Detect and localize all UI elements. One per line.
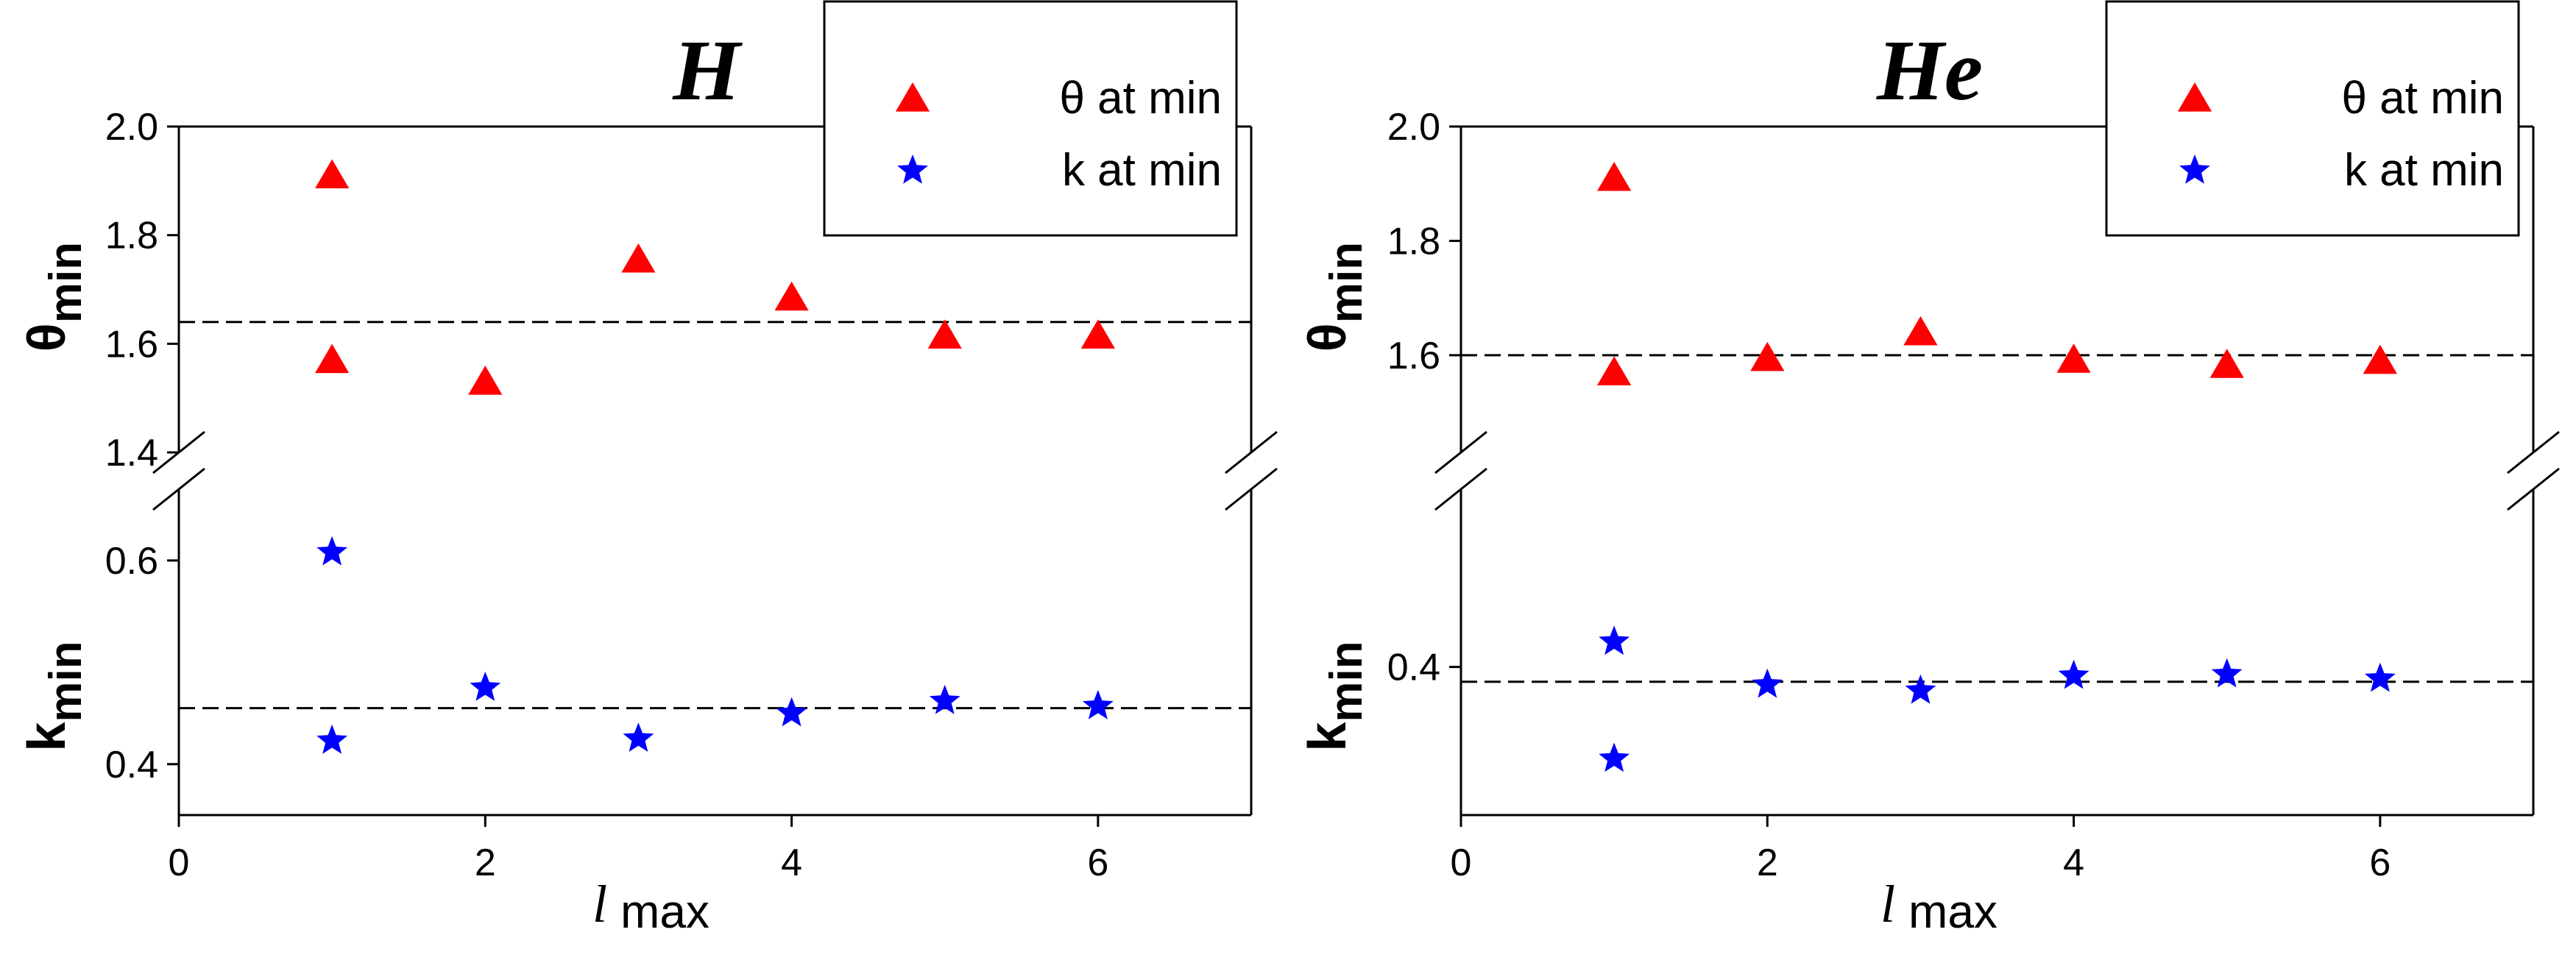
legend-label: k at min xyxy=(1062,145,1222,196)
data-point-k xyxy=(2364,662,2396,692)
data-point-theta xyxy=(774,281,809,311)
top-y-tick-label: 2.0 xyxy=(105,106,158,149)
data-point-theta xyxy=(927,319,962,349)
legend-label: θ at min xyxy=(1059,73,1222,124)
data-point-theta xyxy=(315,159,350,189)
x-tick-label: 6 xyxy=(2369,842,2391,884)
axis-break-mark-left-lower xyxy=(152,467,205,511)
bottom-y-axis-label: kmin xyxy=(1298,641,1372,751)
data-point-k xyxy=(1752,668,1783,698)
data-point-theta xyxy=(468,366,503,395)
x-tick-label: 4 xyxy=(2063,842,2084,884)
bottom-y-axis-label: kmin xyxy=(18,641,91,751)
legend-marker-k xyxy=(897,154,928,184)
data-point-k xyxy=(1599,742,1630,772)
top-y-axis-label: θmin xyxy=(18,242,91,352)
legend-marker-theta xyxy=(2177,82,2212,112)
top-y-tick-label: 1.6 xyxy=(105,323,158,366)
data-point-k xyxy=(316,536,348,566)
data-point-theta xyxy=(2209,349,2244,378)
x-tick-label: 0 xyxy=(169,842,190,884)
data-point-k xyxy=(1905,674,1936,704)
legend: θ at min k at min xyxy=(823,0,1238,237)
panel-h: 0 2 4 6 1.4 1.6 1.8 2.0 0.4 0.6 θmin kmin l max H θ at … xyxy=(18,0,1278,938)
data-point-theta xyxy=(1080,319,1115,349)
data-point-theta xyxy=(621,243,656,273)
data-point-theta xyxy=(2056,344,2091,373)
chart-title: H xyxy=(672,22,743,118)
x-tick-label: 4 xyxy=(781,842,802,884)
bottom-y-tick-label: 0.4 xyxy=(1387,647,1440,689)
data-point-theta xyxy=(1750,341,1785,371)
axis-break-mark-right-upper xyxy=(1225,430,1278,474)
data-point-theta xyxy=(2363,344,2397,374)
top-y-tick-label: 1.8 xyxy=(1387,220,1440,263)
axis-break-mark-left-lower xyxy=(1434,467,1487,511)
top-y-tick-label: 1.6 xyxy=(1387,335,1440,377)
top-y-axis-label: θmin xyxy=(1298,242,1372,352)
axis-break-mark-right-lower xyxy=(2507,467,2560,511)
axis-break-mark-right-upper xyxy=(2507,430,2560,474)
x-axis-label: l max xyxy=(1880,875,1998,938)
data-point-k xyxy=(776,697,807,727)
axis-break-mark-right-lower xyxy=(1225,467,1278,511)
legend-marker-theta xyxy=(895,82,930,112)
x-tick-label: 2 xyxy=(475,842,496,884)
data-point-k xyxy=(2058,659,2090,689)
axis-break-mark-left-upper xyxy=(1434,430,1487,474)
legend-label: k at min xyxy=(2344,145,2504,196)
legend-box xyxy=(823,0,1238,237)
top-y-tick-label: 1.8 xyxy=(105,215,158,257)
x-tick-label: 2 xyxy=(1757,842,1778,884)
data-point-k xyxy=(2211,658,2243,688)
top-y-tick-label: 2.0 xyxy=(1387,106,1440,149)
data-point-theta xyxy=(1903,316,1938,346)
data-point-theta xyxy=(315,344,350,374)
data-point-k xyxy=(623,722,654,752)
bottom-y-tick-label: 0.6 xyxy=(105,540,158,583)
top-y-tick-label: 1.4 xyxy=(105,432,158,474)
data-point-k xyxy=(1599,625,1630,655)
chart-title: He xyxy=(1876,22,1983,118)
data-point-theta xyxy=(1597,161,1632,191)
legend-label: θ at min xyxy=(2341,73,2504,124)
bottom-y-tick-label: 0.4 xyxy=(105,744,158,786)
data-point-k xyxy=(929,684,960,714)
data-point-k xyxy=(316,724,348,754)
x-axis-label: l max xyxy=(592,875,710,938)
data-point-theta xyxy=(1597,356,1632,385)
x-tick-label: 6 xyxy=(1087,842,1108,884)
legend-marker-k xyxy=(2179,154,2210,184)
panel-he: 0 2 4 6 1.6 1.8 2.0 0.4 θmin kmin l max He θ at min k … xyxy=(1298,0,2560,938)
x-tick-label: 0 xyxy=(1451,842,1472,884)
legend: θ at min k at min xyxy=(2105,0,2520,237)
data-point-k xyxy=(1082,689,1114,719)
legend-box xyxy=(2105,0,2520,237)
data-point-k xyxy=(470,672,501,701)
